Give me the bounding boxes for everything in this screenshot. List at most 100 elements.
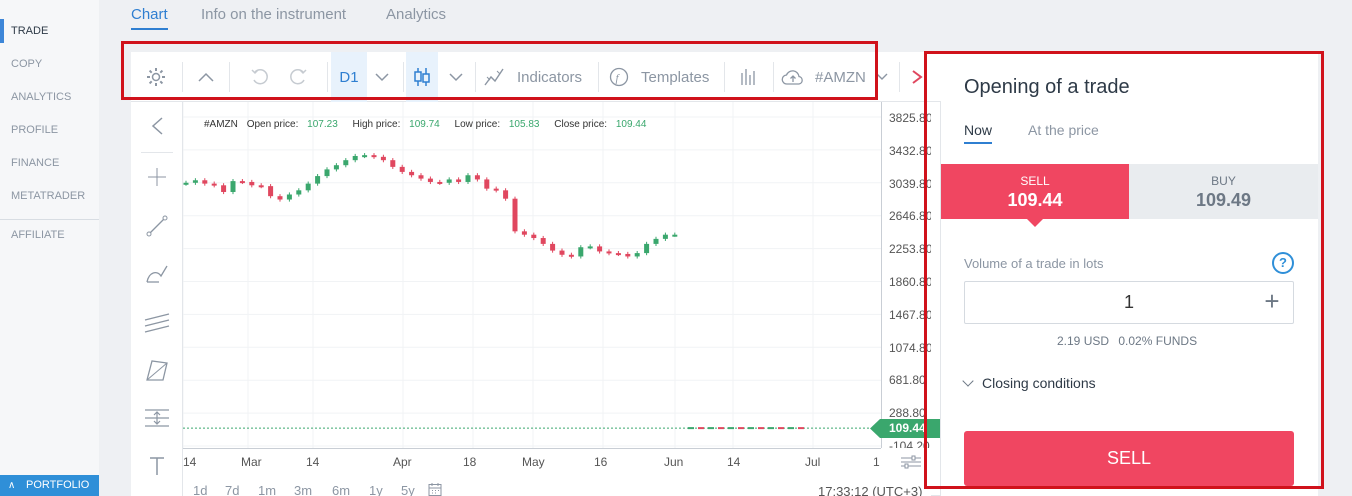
tab-info-on-instrument[interactable]: Info on the instrument bbox=[201, 6, 347, 23]
price-axis[interactable]: 3825.80 3432.80 3039.80 2646.80 2253.80 … bbox=[881, 102, 931, 448]
candlestick-chart bbox=[183, 102, 881, 448]
candle-body bbox=[296, 190, 302, 195]
candle-body bbox=[427, 178, 433, 182]
range-7d[interactable]: 7d bbox=[225, 483, 240, 496]
sidebar-item-trade[interactable]: TRADE bbox=[0, 15, 99, 48]
sidebar-item-profile[interactable]: PROFILE bbox=[11, 124, 59, 136]
templates-label: Templates bbox=[641, 68, 710, 86]
sidebar-item-analytics[interactable]: ANALYTICS bbox=[11, 91, 72, 103]
buy-side-selector[interactable]: BUY 109.49 bbox=[1129, 164, 1318, 219]
current-price-value: 109.44 bbox=[889, 421, 926, 435]
volume-bars-icon[interactable] bbox=[734, 52, 762, 102]
trade-cost: 2.19 USD 0.02% FUNDS bbox=[1057, 334, 1203, 348]
tab-analytics[interactable]: Analytics bbox=[386, 6, 447, 23]
candle-body bbox=[484, 179, 490, 189]
candle-body bbox=[788, 427, 794, 430]
candle-body bbox=[362, 155, 368, 158]
mode-now[interactable]: Now bbox=[964, 122, 993, 144]
range-1y[interactable]: 1y bbox=[369, 483, 383, 496]
trend-line-icon[interactable] bbox=[131, 202, 183, 250]
volume-input[interactable]: 1 bbox=[964, 281, 1294, 324]
candlestick-chart-type-icon[interactable] bbox=[406, 52, 438, 102]
candle-body bbox=[615, 253, 621, 256]
closing-conditions-toggle[interactable]: Closing conditions bbox=[962, 375, 1096, 391]
high-price-value: 109.74 bbox=[409, 119, 440, 130]
timeframe-chevron-down-icon[interactable] bbox=[369, 52, 395, 102]
candle-body bbox=[249, 181, 255, 186]
symbol-selector[interactable]: #AMZN bbox=[781, 52, 901, 102]
chart-type-chevron-down-icon[interactable] bbox=[443, 52, 469, 102]
candle-body bbox=[672, 234, 678, 237]
candle-body bbox=[418, 175, 424, 179]
increase-plus-icon[interactable]: + bbox=[1264, 286, 1280, 316]
open-price-label: Open price: bbox=[246, 119, 299, 130]
symbol-label: #AMZN bbox=[815, 68, 866, 86]
undo-icon[interactable] bbox=[245, 52, 275, 102]
price-tick: 1860.80 bbox=[889, 275, 931, 289]
candle-body bbox=[465, 175, 471, 182]
range-3m[interactable]: 3m bbox=[294, 483, 313, 496]
text-tool-icon[interactable] bbox=[131, 442, 183, 490]
price-tick: 2253.80 bbox=[889, 242, 931, 256]
candle-body bbox=[192, 180, 198, 183]
fib-levels-icon[interactable] bbox=[131, 394, 183, 442]
range-6m[interactable]: 6m bbox=[332, 483, 351, 496]
time-tick: May bbox=[522, 455, 545, 469]
mode-at-price[interactable]: At the price bbox=[1028, 122, 1099, 138]
sell-submit-button[interactable]: SELL bbox=[964, 431, 1294, 486]
candle-body bbox=[277, 196, 283, 200]
price-tick: 3039.80 bbox=[889, 177, 931, 191]
help-question-icon[interactable]: ? bbox=[1272, 252, 1294, 274]
range-1d[interactable]: 1d bbox=[193, 483, 208, 496]
candle-body bbox=[230, 181, 236, 192]
candle-body bbox=[688, 427, 694, 430]
range-5y[interactable]: 5y bbox=[401, 483, 415, 496]
candle-body bbox=[390, 160, 396, 167]
candle-body bbox=[708, 427, 714, 430]
crosshair-icon[interactable] bbox=[131, 153, 183, 201]
chart-settings-sliders-icon[interactable] bbox=[900, 454, 922, 475]
sell-side-selector[interactable]: SELL 109.44 bbox=[941, 164, 1129, 227]
sidebar-item-metatrader[interactable]: METATRADER bbox=[11, 190, 86, 202]
time-tick: 14 bbox=[727, 455, 741, 469]
indicators-button[interactable]: Indicators bbox=[483, 52, 593, 102]
parallel-channel-icon[interactable] bbox=[131, 298, 183, 346]
candle-body bbox=[333, 165, 339, 170]
sidebar-item-affiliate[interactable]: AFFILIATE bbox=[11, 229, 65, 241]
redo-icon[interactable] bbox=[283, 52, 313, 102]
time-tick: Apr bbox=[393, 455, 412, 469]
fullscreen-icon[interactable] bbox=[907, 52, 927, 102]
trade-title: Opening of a trade bbox=[964, 76, 1130, 98]
calendar-icon[interactable] bbox=[428, 482, 442, 496]
candle-body bbox=[258, 185, 264, 188]
candle-body bbox=[352, 155, 358, 161]
candle-body bbox=[371, 155, 377, 158]
candle-body bbox=[324, 169, 330, 177]
close-price-label: Close price: bbox=[554, 119, 608, 130]
candle-body bbox=[202, 180, 208, 184]
sell-label: SELL bbox=[1020, 174, 1050, 188]
sidebar-item-copy[interactable]: COPY bbox=[11, 58, 43, 70]
brush-icon[interactable] bbox=[131, 250, 183, 298]
range-1m[interactable]: 1m bbox=[258, 483, 277, 496]
volume-label: Volume of a trade in lots bbox=[964, 256, 1104, 271]
collapse-chevron-left-icon[interactable] bbox=[131, 102, 183, 150]
sidebar-item-finance[interactable]: FINANCE bbox=[11, 157, 60, 169]
timeframe-button[interactable]: D1 bbox=[331, 52, 367, 102]
shape-polygon-icon[interactable] bbox=[131, 346, 183, 394]
portfolio-button[interactable]: ∧ PORTFOLIO bbox=[0, 475, 99, 496]
candle-body bbox=[653, 238, 659, 244]
indicators-icon bbox=[484, 68, 504, 86]
collapse-chevron-up-icon[interactable] bbox=[189, 52, 223, 102]
settings-gear-icon[interactable] bbox=[139, 52, 173, 102]
price-tick: 288.80 bbox=[889, 406, 926, 420]
svg-text:f: f bbox=[616, 73, 621, 85]
chevron-up-icon: ∧ bbox=[8, 480, 16, 491]
ohlc-symbol: #AMZN bbox=[204, 119, 238, 130]
tab-chart[interactable]: Chart bbox=[131, 6, 168, 30]
candle-body bbox=[211, 183, 217, 186]
candle-body bbox=[409, 171, 415, 176]
time-axis[interactable]: 14 Mar 14 Apr 18 May 16 Jun 14 Jul 1 bbox=[183, 448, 881, 476]
templates-button[interactable]: f Templates bbox=[609, 52, 719, 102]
chart-plot-area[interactable] bbox=[183, 102, 881, 448]
